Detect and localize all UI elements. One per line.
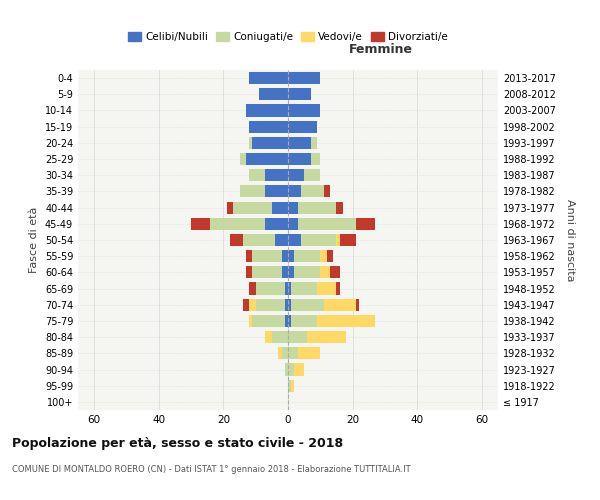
- Bar: [327, 250, 333, 262]
- Bar: [253, 137, 288, 149]
- Text: Popolazione per età, sesso e stato civile - 2018: Popolazione per età, sesso e stato civil…: [12, 438, 343, 450]
- Bar: [295, 266, 320, 278]
- Bar: [288, 72, 320, 84]
- Bar: [288, 234, 301, 246]
- Bar: [265, 331, 272, 343]
- Bar: [246, 250, 253, 262]
- Bar: [249, 72, 288, 84]
- Bar: [320, 266, 330, 278]
- Bar: [211, 218, 265, 230]
- Bar: [285, 315, 288, 327]
- Bar: [288, 380, 291, 392]
- Bar: [340, 234, 356, 246]
- Bar: [320, 250, 327, 262]
- Bar: [288, 331, 307, 343]
- Bar: [285, 364, 288, 376]
- Bar: [288, 282, 291, 294]
- Bar: [253, 315, 285, 327]
- Bar: [272, 331, 288, 343]
- Bar: [291, 315, 317, 327]
- Bar: [356, 218, 375, 230]
- Bar: [243, 234, 275, 246]
- Text: COMUNE DI MONTALDO ROERO (CN) - Dati ISTAT 1° gennaio 2018 - Elaborazione TUTTIT: COMUNE DI MONTALDO ROERO (CN) - Dati IST…: [12, 466, 410, 474]
- Bar: [288, 250, 295, 262]
- Bar: [249, 282, 256, 294]
- Bar: [288, 104, 320, 117]
- Bar: [337, 202, 343, 213]
- Bar: [295, 364, 304, 376]
- Bar: [304, 169, 320, 181]
- Bar: [330, 266, 340, 278]
- Bar: [227, 202, 233, 213]
- Bar: [243, 298, 249, 311]
- Bar: [288, 348, 298, 360]
- Bar: [246, 153, 288, 165]
- Bar: [265, 186, 288, 198]
- Bar: [291, 282, 317, 294]
- Bar: [317, 282, 337, 294]
- Bar: [301, 234, 337, 246]
- Bar: [281, 266, 288, 278]
- Bar: [337, 282, 340, 294]
- Bar: [281, 250, 288, 262]
- Bar: [253, 250, 281, 262]
- Bar: [265, 169, 288, 181]
- Bar: [246, 104, 288, 117]
- Bar: [239, 186, 265, 198]
- Bar: [288, 120, 317, 132]
- Bar: [259, 88, 288, 101]
- Bar: [291, 380, 295, 392]
- Bar: [323, 298, 356, 311]
- Bar: [265, 218, 288, 230]
- Bar: [288, 298, 291, 311]
- Bar: [288, 169, 304, 181]
- Bar: [281, 348, 288, 360]
- Bar: [311, 137, 317, 149]
- Bar: [295, 250, 320, 262]
- Bar: [311, 153, 320, 165]
- Bar: [285, 298, 288, 311]
- Bar: [249, 298, 256, 311]
- Bar: [323, 186, 330, 198]
- Bar: [317, 315, 375, 327]
- Bar: [249, 137, 253, 149]
- Bar: [356, 298, 359, 311]
- Bar: [298, 202, 337, 213]
- Bar: [272, 202, 288, 213]
- Bar: [288, 137, 311, 149]
- Bar: [230, 234, 243, 246]
- Bar: [288, 218, 298, 230]
- Bar: [249, 315, 253, 327]
- Bar: [298, 218, 356, 230]
- Bar: [288, 266, 295, 278]
- Bar: [191, 218, 211, 230]
- Bar: [288, 364, 295, 376]
- Bar: [256, 298, 285, 311]
- Bar: [291, 298, 323, 311]
- Bar: [256, 282, 285, 294]
- Bar: [278, 348, 281, 360]
- Bar: [288, 202, 298, 213]
- Bar: [246, 266, 253, 278]
- Legend: Celibi/Nubili, Coniugati/e, Vedovi/e, Divorziati/e: Celibi/Nubili, Coniugati/e, Vedovi/e, Di…: [124, 28, 452, 46]
- Bar: [239, 153, 246, 165]
- Bar: [307, 331, 346, 343]
- Bar: [288, 88, 311, 101]
- Bar: [275, 234, 288, 246]
- Bar: [288, 186, 301, 198]
- Bar: [253, 266, 281, 278]
- Text: Femmine: Femmine: [349, 44, 412, 57]
- Bar: [233, 202, 272, 213]
- Bar: [298, 348, 320, 360]
- Bar: [288, 153, 311, 165]
- Bar: [249, 169, 265, 181]
- Bar: [285, 282, 288, 294]
- Y-axis label: Fasce di età: Fasce di età: [29, 207, 39, 273]
- Bar: [337, 234, 340, 246]
- Bar: [249, 120, 288, 132]
- Bar: [288, 315, 291, 327]
- Bar: [301, 186, 323, 198]
- Y-axis label: Anni di nascita: Anni di nascita: [565, 198, 575, 281]
